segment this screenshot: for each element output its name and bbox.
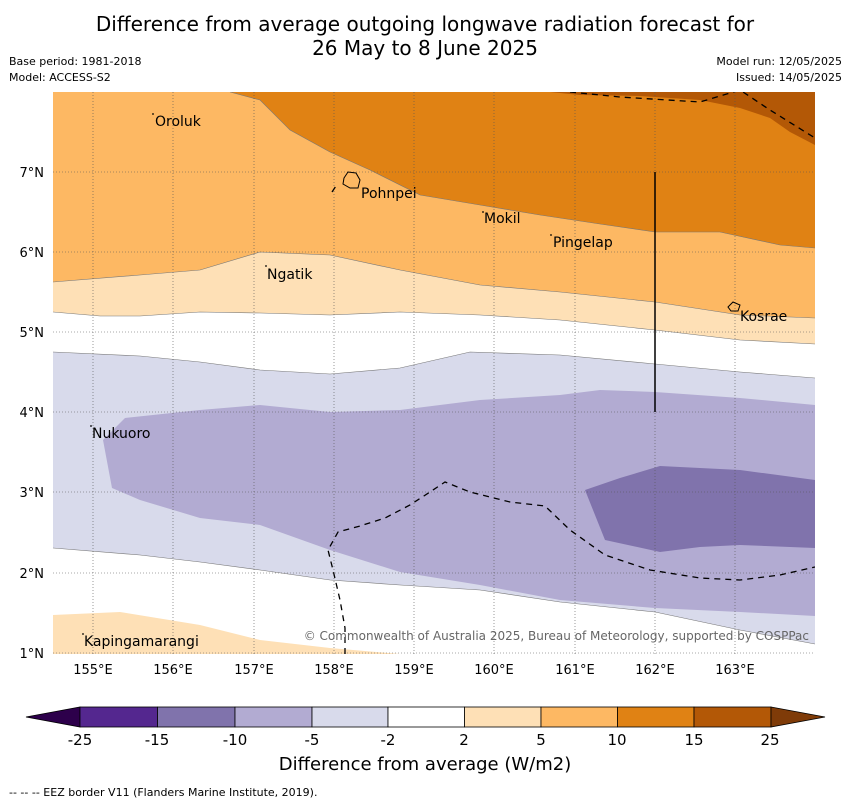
pohnpei-island [342,171,361,189]
lon-label: 163°E [715,663,755,678]
colorbar-label: Difference from average (W/m2) [278,754,572,775]
latitude-labels: 7°N 6°N 5°N 4°N 3°N 2°N 1°N [20,166,45,662]
kapingamarangi-marker [82,633,84,635]
colorbar-segment [157,706,236,728]
colorbar-segment [311,706,389,728]
lon-label: 157°E [234,663,274,678]
colorbar-segment [387,706,465,728]
label-pohnpei: Pohnpei [361,186,417,202]
colorbar-tick: -2 [381,731,396,749]
lon-label: 161°E [555,663,595,678]
colorbar-under-arrow [25,706,81,728]
lat-label: 7°N [20,166,45,181]
longitude-labels: 155°E 156°E 157°E 158°E 159°E 160°E 161°… [73,663,755,678]
colorbar-tick: 2 [459,731,469,749]
meta-right: Model run: 12/05/2025 Issued: 14/05/2025 [716,54,842,86]
meta-left: Base period: 1981-2018 Model: ACCESS-S2 [9,54,141,86]
lon-label: 155°E [73,663,113,678]
label-mokil: Mokil [484,211,521,227]
lon-label: 160°E [474,663,514,678]
band-10-15 [230,92,815,248]
lat-label: 2°N [20,567,45,582]
lon-label: 159°E [394,663,434,678]
lon-label: 156°E [153,663,193,678]
place-labels: Oroluk Pohnpei Mokil Pingelap Ngatik Kos… [84,114,787,650]
band-2-5 [53,252,815,344]
map-panel [53,92,815,654]
colorbar-tick: 25 [760,731,779,749]
model-run: Model run: 12/05/2025 [716,55,842,68]
title-line-2: 26 May to 8 June 2025 [312,36,538,60]
lon-label: 158°E [314,663,354,678]
mokil-marker [482,211,484,213]
contour-lines [53,92,815,645]
colorbar-segment [693,706,772,728]
ngatik-marker [265,265,267,267]
lat-label: 1°N [20,647,45,662]
model-name: Model: ACCESS-S2 [9,71,111,84]
colorbar-ticks: -25 -15 -10 -5 -2 2 5 10 15 25 [68,731,780,749]
colorbar-segment [79,706,158,728]
colorbar-segment [234,706,313,728]
eez-footnote: -- -- -- EEZ border V11 (Flanders Marine… [9,786,318,799]
lat-label: 6°N [20,246,45,261]
pingelap-marker [550,234,552,236]
colorbar-segment [617,706,695,728]
label-kapingamarangi: Kapingamarangi [84,634,199,650]
colorbar-tick: -10 [223,731,248,749]
base-period: Base period: 1981-2018 [9,55,142,68]
colorbar-tick: 5 [536,731,546,749]
band-neg5-neg10 [103,390,815,616]
colorbar-tick: -5 [305,731,320,749]
colorbar-tick: -25 [68,731,93,749]
nukuoro-marker [90,425,92,427]
copyright-text: © Commonwealth of Australia 2025, Bureau… [304,629,809,643]
eez-borders [327,92,815,654]
title-line-1: Difference from average outgoing longwav… [95,12,755,36]
band-2-5-south [53,612,400,654]
band-15-25 [550,92,815,145]
label-ngatik: Ngatik [267,267,313,283]
lat-label: 3°N [20,486,45,501]
colorbar-tick: 15 [684,731,703,749]
label-oroluk: Oroluk [155,114,202,130]
issued-date: Issued: 14/05/2025 [735,71,842,84]
colorbar-segment [464,706,542,728]
colorbar-segment [540,706,618,728]
lat-label: 5°N [20,326,45,341]
label-pingelap: Pingelap [553,235,613,251]
label-kosrae: Kosrae [740,309,787,325]
band-neg10-neg15 [585,466,815,552]
colorbar [25,706,826,728]
colorbar-tick: 10 [607,731,626,749]
colorbar-over-arrow [770,706,826,728]
colorbar-tick: -15 [145,731,170,749]
kosrae-island [727,301,741,312]
label-nukuoro: Nukuoro [92,426,150,442]
oroluk-marker [152,113,154,115]
lat-label: 4°N [20,406,45,421]
map-title: Difference from average outgoing longwav… [0,12,850,60]
lon-label: 162°E [635,663,675,678]
